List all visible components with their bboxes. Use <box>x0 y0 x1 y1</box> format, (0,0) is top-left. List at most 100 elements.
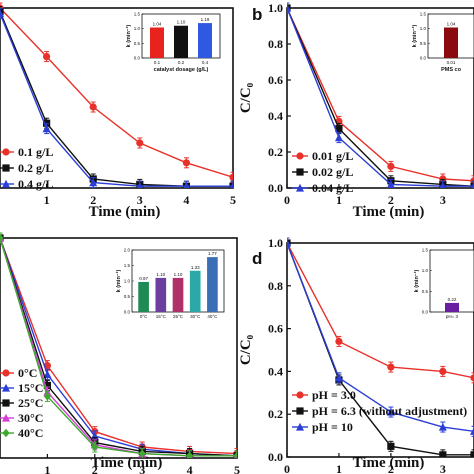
data-point <box>287 3 291 12</box>
legend: pH = 3.0 pH = 6.3 (without adjustment) pH … <box>292 388 467 434</box>
data-point <box>387 162 395 170</box>
x-tick-label: 5 <box>234 463 240 474</box>
legend-marker <box>2 369 10 377</box>
inset-bar <box>198 23 212 58</box>
inset-y-tick-label: 0.0 <box>124 310 131 315</box>
inset-y-tick-label: 0.5 <box>134 41 141 46</box>
data-point <box>229 182 233 188</box>
legend-label: 40°C <box>18 426 43 440</box>
data-point <box>89 103 97 111</box>
series-line-2 <box>0 13 233 187</box>
x-axis-title: Time (min) <box>353 204 425 220</box>
legend-marker <box>2 428 10 438</box>
data-point <box>136 139 144 147</box>
plot-frame <box>0 237 238 459</box>
inset-y-tick-label: 1.0 <box>422 268 429 273</box>
series-line-0 <box>0 237 237 455</box>
x-tick-label: 1 <box>336 462 342 474</box>
legend-marker <box>296 391 304 399</box>
inset-value-label: 0.22 <box>448 297 457 302</box>
y-tick-label: 0.0 <box>268 181 283 195</box>
legend-label: 0.01 g/L <box>312 149 353 163</box>
x-tick-label: 3 <box>139 463 145 474</box>
inset-y-tick-label: 0.0 <box>134 56 141 61</box>
legend-label: pH = 6.3 (without adjustment) <box>312 404 467 418</box>
data-point <box>386 407 395 416</box>
inset-chart: 0.0 0.5 1.0 1.5 k (min⁻¹) 1.04 0.01 PMS co <box>411 12 474 73</box>
inset-y-tick-label: 1.0 <box>124 279 131 284</box>
inset-y-axis-title: k (min⁻¹) <box>411 24 418 47</box>
inset-y-tick-label: 0.0 <box>420 56 427 61</box>
data-point <box>470 451 474 457</box>
inset-value-label: 1.10 <box>177 20 186 25</box>
data-point <box>439 182 446 188</box>
inset-bar <box>172 277 184 312</box>
data-point <box>334 373 343 382</box>
panel-letter-b: b <box>252 5 262 24</box>
inset-value-label: 1.04 <box>447 21 456 26</box>
inset-category-label: pH= 3 <box>446 314 459 319</box>
data-point <box>183 182 190 188</box>
x-tick-label: 3 <box>440 462 446 474</box>
x-tick-label: 3 <box>440 193 446 207</box>
legend-label: 0.2 g/L <box>18 161 53 175</box>
inset-y-tick-label: 1.5 <box>134 12 141 17</box>
inset-value-label: 1.77 <box>208 251 217 256</box>
series-group <box>287 2 474 188</box>
x-tick-label: 2 <box>388 462 394 474</box>
data-point <box>0 8 4 16</box>
data-point <box>438 422 447 431</box>
x-tick-label: 2 <box>90 193 96 207</box>
inset-y-tick-label: 0.5 <box>422 289 429 294</box>
legend-marker <box>296 407 304 415</box>
data-point <box>387 363 395 371</box>
y-axis-title: C/C₀ <box>238 334 254 365</box>
data-point <box>335 125 343 133</box>
data-point <box>43 392 51 401</box>
y-tick-label: 0.8 <box>268 279 283 293</box>
inset-bar <box>155 277 167 312</box>
plot-frame <box>0 7 234 189</box>
panel-d: 0 1 2 3 0.0 0.2 0.4 0.6 0.8 1.0 Time (min) C/C₀ d pH … <box>238 236 474 474</box>
data-point <box>287 238 291 247</box>
plot-frame <box>286 7 474 189</box>
inset-x-axis-title: catalyst dosage (g/L) <box>154 67 209 73</box>
data-point <box>233 451 237 458</box>
y-tick-label: 0.6 <box>268 73 283 87</box>
inset-y-axis-title: k (min⁻¹) <box>125 24 132 47</box>
x-tick-label: 1 <box>44 463 50 474</box>
x-axis-title: Time (min) <box>89 204 161 220</box>
data-point <box>334 133 343 142</box>
series-line-0 <box>0 7 233 178</box>
inset-y-tick-label: 2.0 <box>124 248 131 253</box>
inset-bar <box>189 270 201 312</box>
data-point <box>470 182 474 188</box>
legend-label: 0.4 g/L <box>18 177 53 191</box>
data-point <box>470 374 474 382</box>
x-tick-label: 1 <box>336 193 342 207</box>
inset-y-tick-label: 1.0 <box>134 26 141 31</box>
inset-bar <box>207 257 218 312</box>
inset-y-axis-title: k (min⁻¹) <box>115 269 122 292</box>
data-point <box>439 367 447 375</box>
legend-marker <box>2 164 10 172</box>
legend-marker <box>2 399 10 407</box>
legend-marker <box>296 422 304 431</box>
legend-marker <box>2 148 10 156</box>
data-point <box>470 427 474 435</box>
legend-label: 15°C <box>18 381 43 395</box>
y-tick-label: 0.6 <box>268 322 283 336</box>
data-point <box>89 178 98 187</box>
inset-y-tick-label: 1.5 <box>420 12 427 17</box>
legend-label: 25°C <box>18 396 43 410</box>
y-tick-label: 0.2 <box>268 145 283 159</box>
data-point <box>335 337 343 346</box>
inset-y-tick-label: 0.0 <box>422 310 429 315</box>
inset-value-label: 1.10 <box>156 272 165 277</box>
x-tick-label: 2 <box>92 463 98 474</box>
legend-label: 0.1 g/L <box>18 145 53 159</box>
inset-y-tick-label: 1.5 <box>422 248 429 253</box>
legend-marker <box>2 383 10 392</box>
